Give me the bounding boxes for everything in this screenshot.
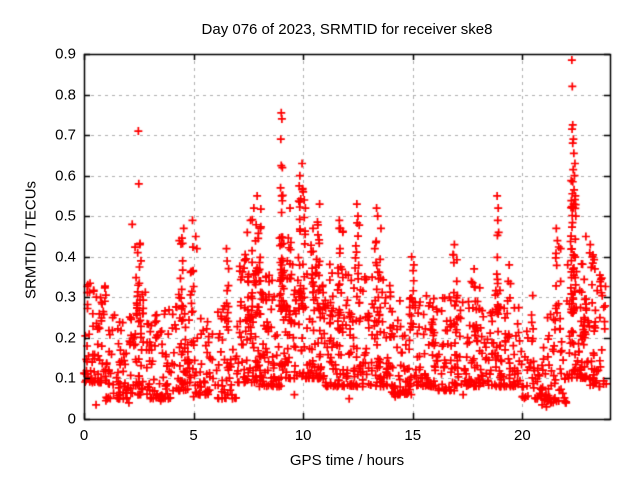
y-tick-label: 0.7 [55, 126, 76, 144]
y-tick-label: 0.9 [55, 45, 76, 63]
y-tick-label: 0.2 [55, 329, 76, 347]
x-tick-label: 15 [404, 427, 422, 444]
y-tick-label: 0.4 [55, 248, 76, 266]
y-axis-title: SRMTID / TECUs [22, 180, 40, 300]
x-axis-title: GPS time / hours [289, 452, 405, 469]
y-tick-label: 0.3 [55, 288, 76, 306]
x-tick-label: 5 [189, 427, 198, 444]
y-tick-label: 0.5 [55, 207, 76, 225]
x-tick-label: 0 [79, 427, 89, 444]
y-tick-label: 0.1 [55, 369, 76, 387]
y-tick-label: 0.6 [55, 167, 76, 185]
y-tick-label: 0 [67, 410, 76, 428]
x-tick-label: 10 [294, 427, 312, 444]
y-tick-label: 0.8 [55, 86, 76, 104]
x-tick-label: 20 [513, 427, 531, 444]
chart-title: Day 076 of 2023, SRMTID for receiver ske… [201, 21, 493, 38]
